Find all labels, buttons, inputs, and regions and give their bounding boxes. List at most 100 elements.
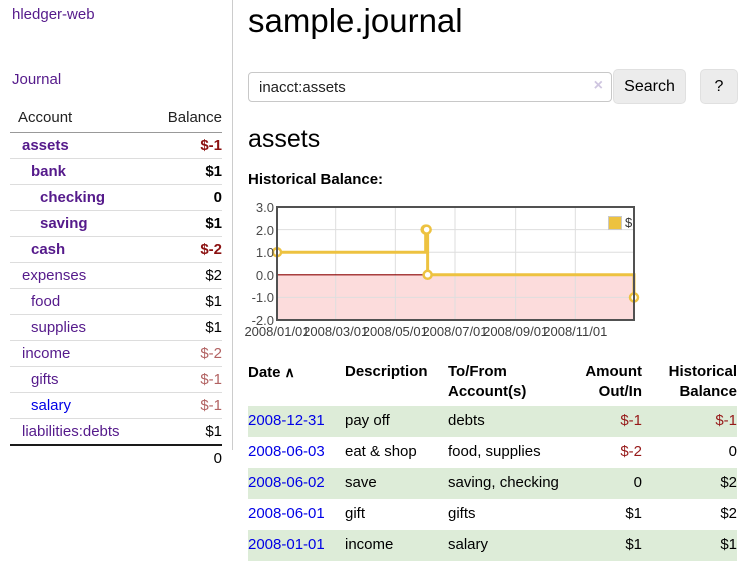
account-balance: $2	[205, 267, 222, 284]
transaction-date-link[interactable]: 2008-12-31	[248, 412, 325, 429]
register-header-to-from-account-s-: To/From Account(s)	[448, 363, 527, 400]
account-row: gifts $-1	[10, 367, 222, 393]
balance-cell: 0	[728, 443, 737, 460]
search-input[interactable]	[248, 72, 612, 102]
register-row: 2008-01-01 income salary $1 $1	[248, 530, 737, 561]
amount-cell: $1	[566, 530, 642, 561]
account-row: supplies $1	[10, 315, 222, 341]
historical-balance-chart: $ 3.0 2.0 1.0 0.0 -1.0 -2.0 2008/01/01 2008/03/…	[244, 200, 742, 345]
x-axis-tick-label: 2008/07/01	[422, 324, 488, 339]
x-axis-tick-label: 2008/09/01	[483, 324, 549, 339]
amount-cell: $-2	[620, 443, 642, 460]
accounts-cell: debts	[448, 406, 566, 437]
x-axis-tick-label: 2008/03/01	[303, 324, 369, 339]
amount-cell: $1	[625, 505, 642, 522]
accounts-total-value: 0	[213, 450, 222, 467]
balance-cell: $2	[642, 468, 737, 499]
register-header-amount-out-in: Amount Out/In	[585, 363, 642, 400]
account-link-expenses[interactable]: expenses	[22, 267, 87, 284]
search-button[interactable]: Search	[613, 69, 686, 104]
x-axis-tick-label: 2008/11/01	[543, 324, 608, 339]
y-axis-tick-label: -1.0	[251, 290, 274, 306]
chart-legend: $	[608, 215, 632, 230]
x-axis-tick-label: 2008/05/01	[362, 324, 428, 339]
register-row: 2008-06-01 gift gifts $1 $2	[248, 499, 737, 530]
y-axis-tick-label: 0.0	[255, 267, 274, 283]
account-row: cash $-2	[10, 237, 222, 263]
y-axis-tick-label: -2.0	[251, 313, 274, 328]
account-link-checking[interactable]: checking	[40, 189, 106, 206]
description-cell: income	[345, 530, 448, 561]
clear-search-icon[interactable]: ×	[593, 77, 603, 94]
description-cell: eat & shop	[345, 443, 417, 460]
help-button[interactable]: ?	[700, 69, 738, 104]
description-cell: gift	[345, 505, 366, 522]
legend-label: $	[625, 215, 633, 230]
sort-ascending-icon[interactable]: ∧	[284, 364, 295, 380]
account-row: assets $-1	[10, 133, 222, 159]
transaction-date-link[interactable]: 2008-01-01	[248, 536, 325, 553]
account-row: income $-2	[10, 341, 222, 367]
x-axis-tick-label: 2008/01/01	[244, 324, 310, 339]
account-link-supplies[interactable]: supplies	[31, 319, 87, 336]
account-link-food[interactable]: food	[31, 293, 61, 310]
account-balance: $-1	[200, 371, 222, 388]
account-balance: $1	[205, 423, 222, 440]
register-row: 2008-12-31 pay off debts $-1 $-1	[248, 406, 737, 437]
sidebar-item-journal[interactable]: Journal	[12, 71, 62, 88]
accounts-table: Account Balance assets $-1 bank $1 checking 0…	[10, 106, 222, 471]
accounts-cell: gifts	[448, 505, 476, 522]
page-title: sample.journal	[248, 2, 463, 39]
account-row: salary $-1	[10, 393, 222, 419]
register-table: Date ∧ Description To/From Account(s) Amount…	[248, 358, 737, 561]
transaction-date-link[interactable]: 2008-06-01	[248, 505, 325, 522]
account-link-cash[interactable]: cash	[31, 241, 66, 258]
account-link-bank[interactable]: bank	[31, 163, 67, 180]
account-row: food $1	[10, 289, 222, 315]
y-axis-tick-label: 1.0	[255, 245, 274, 261]
accounts-total-row: 0	[10, 444, 222, 471]
account-row: checking 0	[10, 185, 222, 211]
amount-cell: $-1	[566, 406, 642, 437]
transaction-date-link[interactable]: 2008-06-02	[248, 474, 325, 491]
legend-swatch	[608, 215, 622, 230]
balance-cell: $2	[720, 505, 737, 522]
date-cell: 2008-01-01	[248, 530, 345, 561]
account-balance: $-1	[200, 397, 222, 414]
account-balance: $-1	[200, 137, 222, 154]
account-link-assets[interactable]: assets	[22, 137, 69, 154]
description-cell: save	[345, 468, 448, 499]
account-balance: $1	[205, 319, 222, 336]
description-cell: pay off	[345, 406, 448, 437]
account-balance: $-2	[200, 345, 222, 362]
account-balance: $-2	[200, 241, 222, 258]
y-axis-tick-label: 2.0	[255, 222, 274, 238]
accounts-cell: food, supplies	[448, 443, 541, 460]
accounts-cell: saving, checking	[448, 468, 566, 499]
search-box: ×	[248, 72, 612, 102]
account-link-liabilities-debts[interactable]: liabilities:debts	[22, 423, 120, 440]
transaction-date-link[interactable]: 2008-06-03	[248, 443, 325, 460]
accounts-table-header: Account Balance	[10, 106, 222, 133]
account-balance: 0	[213, 189, 222, 206]
register-header-date[interactable]: Date ∧	[248, 364, 295, 381]
register-header-row: Date ∧ Description To/From Account(s) Amount…	[248, 358, 737, 406]
register-row: 2008-06-02 save saving, checking 0 $2	[248, 468, 737, 499]
date-cell: 2008-06-03	[248, 437, 345, 468]
register-header-description: Description	[345, 363, 428, 380]
account-link-salary[interactable]: salary	[31, 397, 72, 414]
sidebar: hledger-web Journal Account Balance asse…	[0, 0, 233, 467]
register-header-historical-balance: Historical Balance	[668, 363, 737, 400]
account-row: expenses $2	[10, 263, 222, 289]
accounts-header-account: Account	[18, 109, 73, 126]
account-link-income[interactable]: income	[22, 345, 71, 362]
account-link-saving[interactable]: saving	[40, 215, 88, 232]
brand-link[interactable]: hledger-web	[12, 6, 95, 23]
date-cell: 2008-06-02	[248, 468, 345, 499]
chart-title: Historical Balance:	[248, 171, 384, 188]
search-form: × Search ?	[248, 69, 742, 105]
account-heading: assets	[248, 125, 321, 153]
register-row: 2008-06-03 eat & shop food, supplies $-2 0	[248, 437, 737, 468]
account-row: saving $1	[10, 211, 222, 237]
account-link-gifts[interactable]: gifts	[31, 371, 59, 388]
